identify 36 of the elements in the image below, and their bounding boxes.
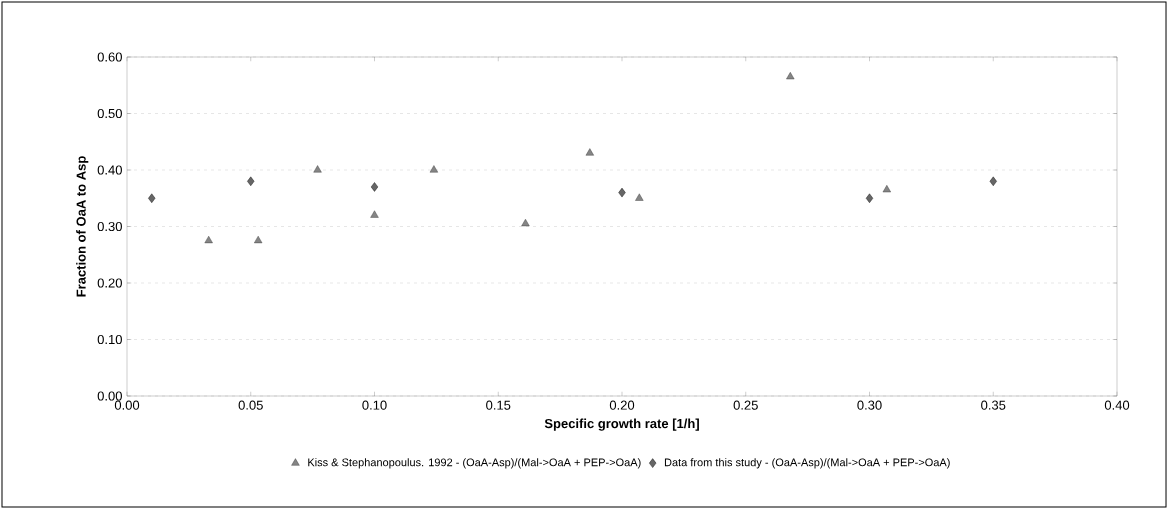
point: [989, 176, 997, 186]
legend-label: Data from this study - (OaA-Asp)/(Mal->OaA + PEP->OaA): [664, 458, 950, 469]
y-tick-label: 0.10: [97, 334, 122, 345]
point: [204, 235, 213, 244]
point: [429, 165, 438, 173]
x-tick-label: 0.15: [486, 400, 511, 410]
x-tick-label: 0.05: [238, 400, 263, 410]
x-tick-label: 0.00: [114, 400, 140, 410]
x-tick-label: 0.40: [1104, 400, 1130, 410]
point: [521, 218, 530, 227]
x-tick-label: 0.10: [362, 400, 387, 410]
y-tick-label: 0.60: [97, 52, 122, 62]
x-tick-label: 0.35: [981, 400, 1006, 410]
point: [618, 187, 626, 198]
x-tick-label: 0.25: [733, 400, 758, 410]
y-axis-title: Fraction of OaA to Asp: [76, 156, 89, 297]
x-axis-title: Specific growth rate [1/h]: [544, 418, 699, 431]
point: [370, 210, 379, 218]
x-tick-label: 0.20: [609, 400, 635, 410]
point: [247, 176, 255, 186]
point: [254, 235, 263, 244]
point: [585, 148, 594, 156]
y-tick-label: 0.00: [97, 391, 122, 401]
point: [882, 185, 891, 193]
legend-label: Kiss & Stephanopoulus. 1992 - (OaA-Asp)/(Mal->OaA + PEP->OaA): [308, 458, 641, 469]
point: [865, 193, 874, 203]
x-tick-label: 0.30: [857, 400, 882, 410]
y-tick-label: 0.20: [97, 278, 122, 288]
point: [370, 182, 379, 192]
point: [313, 165, 322, 173]
y-tick-label: 0.50: [97, 108, 122, 119]
point: [786, 72, 795, 80]
point: [635, 193, 644, 201]
point: [148, 193, 156, 203]
y-tick-label: 0.30: [97, 221, 122, 232]
y-tick-label: 0.40: [97, 165, 122, 175]
